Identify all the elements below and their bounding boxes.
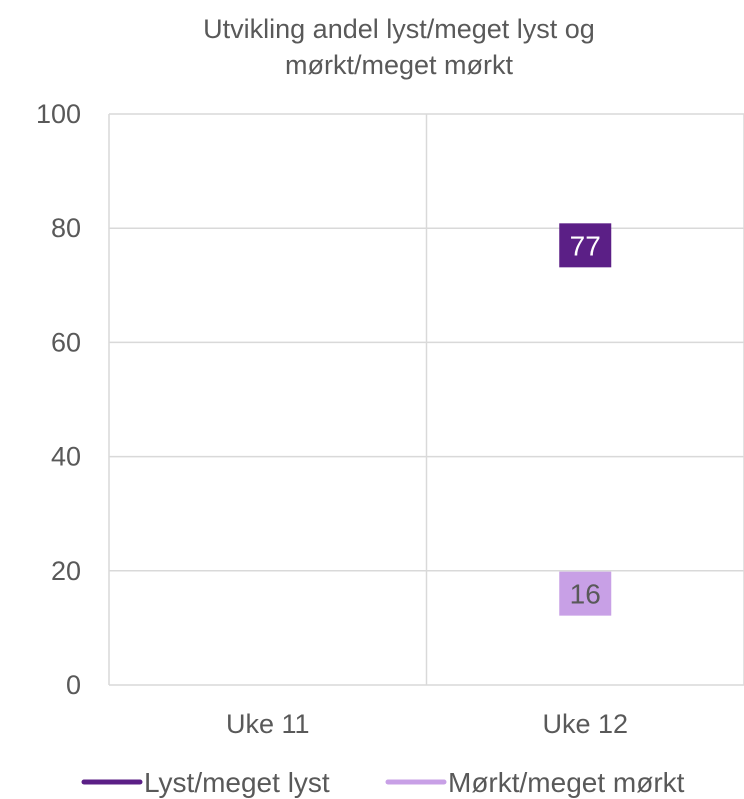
x-tick-label: Uke 11 [226, 709, 310, 739]
data-label: 16 [570, 579, 601, 610]
series-marks: 77 16 [559, 223, 612, 616]
data-label-box [559, 223, 612, 268]
y-tick-label: 0 [66, 670, 81, 700]
x-tick-label: Uke 12 [542, 709, 628, 739]
legend-label: Mørkt/meget mørkt [448, 767, 685, 798]
x-axis: Uke 11 Uke 12 [226, 709, 628, 739]
data-label-box [559, 571, 612, 616]
legend-label: Lyst/meget lyst [144, 767, 330, 798]
y-tick-label: 100 [36, 99, 81, 129]
data-label: 77 [570, 230, 601, 261]
y-tick-label: 60 [51, 327, 81, 357]
chart-title-line-2: mørkt/meget mørkt [285, 50, 513, 80]
gridlines [108, 113, 744, 686]
chart-title-line-1: Utvikling andel lyst/meget lyst og [203, 14, 595, 44]
y-tick-label: 20 [51, 556, 81, 586]
y-tick-label: 80 [51, 213, 81, 243]
y-axis: 0 20 40 60 80 100 [36, 99, 81, 700]
y-tick-label: 40 [51, 442, 81, 472]
legend: Lyst/meget lyst Mørkt/meget mørkt [81, 767, 685, 798]
